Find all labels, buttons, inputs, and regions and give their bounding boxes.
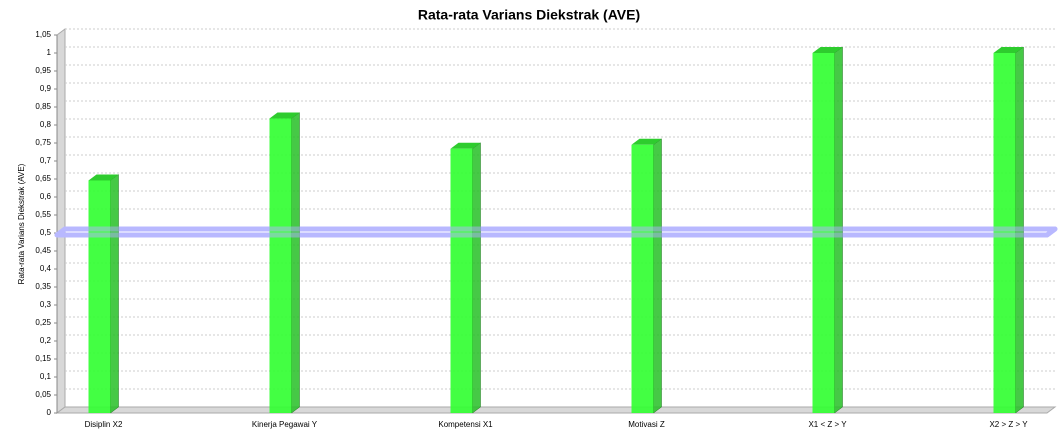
y-tick-label: 0,85 xyxy=(35,102,51,111)
floor xyxy=(55,406,1057,414)
x-tick-label: Disiplin X2 xyxy=(85,420,123,429)
y-tick-label: 1,05 xyxy=(35,30,51,39)
y-tick-label: 0 xyxy=(47,408,52,417)
y-tick-label: 0,95 xyxy=(35,66,51,75)
bar-top xyxy=(269,112,300,119)
y-tick-label: 1 xyxy=(47,48,52,57)
y-tick-label: 0,15 xyxy=(35,354,51,363)
y-axis-label: Rata-rata Varians Diekstrak (AVE) xyxy=(17,163,26,284)
chart-title: Rata-rata Varians Diekstrak (AVE) xyxy=(418,7,640,23)
y-tick-label: 0,8 xyxy=(40,120,52,129)
bar-top xyxy=(450,142,481,149)
x-tick-label: X1 < Z > Y xyxy=(808,420,847,429)
bar-top xyxy=(812,47,843,53)
y-tick-label: 0,1 xyxy=(40,372,52,381)
y-tick-label: 0,35 xyxy=(35,282,51,291)
y-tick-label: 0,4 xyxy=(40,264,52,273)
y-tick-label: 0,45 xyxy=(35,246,51,255)
bar-top xyxy=(631,138,662,145)
y-tick-label: 0,3 xyxy=(40,300,52,309)
y-tick-label: 0,7 xyxy=(40,156,52,165)
y-tick-label: 0,5 xyxy=(40,228,52,237)
y-tick-label: 0,6 xyxy=(40,192,52,201)
y-tick-label: 0,25 xyxy=(35,318,51,327)
threshold-line xyxy=(54,226,1058,238)
x-tick-label: Kinerja Pegawai Y xyxy=(252,420,318,429)
y-tick-label: 0,2 xyxy=(40,336,52,345)
y-tick-label: 0,05 xyxy=(35,390,51,399)
y-tick-label: 0,65 xyxy=(35,174,51,183)
x-tick-label: Kompetensi X1 xyxy=(438,420,493,429)
x-tick-label: X2 > Z > Y xyxy=(989,420,1028,429)
bar xyxy=(631,144,654,414)
y-tick-label: 0,75 xyxy=(35,138,51,147)
bar xyxy=(88,180,111,413)
back-wall xyxy=(56,28,66,414)
bar xyxy=(450,148,473,413)
bar-side xyxy=(653,138,662,414)
bar-side xyxy=(472,142,481,414)
bar xyxy=(269,118,292,414)
x-tick-label: Motivasi Z xyxy=(628,420,665,429)
bar-side xyxy=(110,173,119,414)
bar-side xyxy=(291,112,300,414)
bar-top xyxy=(993,47,1024,53)
bar-top xyxy=(88,174,119,181)
y-tick-label: 0,55 xyxy=(35,210,51,219)
y-tick-label: 0,9 xyxy=(40,84,52,93)
